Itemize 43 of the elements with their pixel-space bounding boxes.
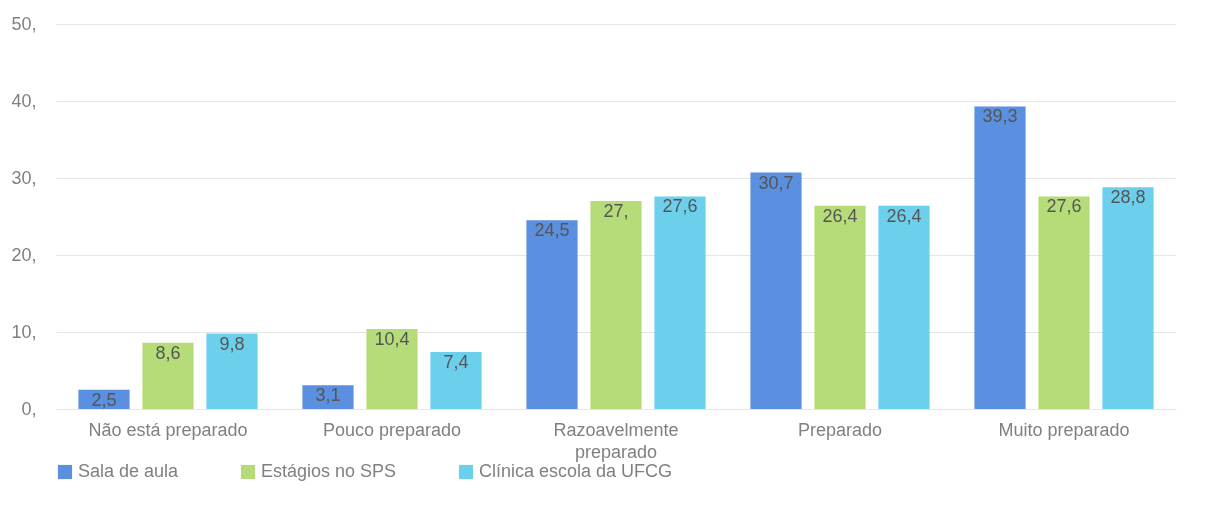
data-label: 7,4 xyxy=(443,352,469,373)
x-tick-label: Razoavelmente preparado xyxy=(553,419,679,462)
x-tick-label: Muito preparado xyxy=(998,419,1130,440)
y-tick-label: 30, xyxy=(11,167,37,188)
data-label: 28,8 xyxy=(1110,187,1146,208)
bar xyxy=(974,106,1026,409)
data-label: 26,4 xyxy=(822,205,858,226)
data-label: 30,7 xyxy=(758,172,794,193)
legend-label: Sala de aula xyxy=(78,461,180,481)
bar xyxy=(206,333,258,409)
bar xyxy=(366,328,418,409)
data-label: 24,5 xyxy=(534,220,570,241)
data-label: 10,4 xyxy=(374,328,410,349)
bar xyxy=(590,201,642,409)
data-label: 39,3 xyxy=(982,106,1018,127)
data-label: 27,6 xyxy=(662,196,698,217)
data-label: 2,5 xyxy=(91,389,117,410)
bar xyxy=(750,172,802,409)
data-label: 3,1 xyxy=(315,385,341,406)
x-tick-label: Pouco preparado xyxy=(322,419,462,440)
x-tick-label: Não está preparado xyxy=(88,419,248,440)
y-tick-label: 50, xyxy=(11,13,37,34)
data-label: 27,6 xyxy=(1046,196,1082,217)
x-tick-label: Preparado xyxy=(797,419,883,440)
data-label: 8,6 xyxy=(155,342,181,363)
legend-label: Clínica escola da UFCG xyxy=(479,461,673,481)
bar xyxy=(142,342,194,409)
data-label: 9,8 xyxy=(219,333,245,354)
legend-label: Estágios no SPS xyxy=(261,461,397,481)
bar xyxy=(1038,196,1090,409)
y-tick-label: 40, xyxy=(11,90,37,111)
bar xyxy=(430,352,482,409)
bar xyxy=(526,220,578,409)
y-tick-label: 10, xyxy=(11,321,37,342)
bar xyxy=(302,385,354,409)
y-tick-label: 20, xyxy=(11,244,37,265)
data-label: 27, xyxy=(603,201,629,222)
bar xyxy=(1102,187,1154,409)
y-tick-label: 0, xyxy=(21,398,37,419)
bar xyxy=(654,196,706,409)
bar xyxy=(814,205,866,409)
bar xyxy=(878,205,930,409)
data-label: 26,4 xyxy=(886,205,922,226)
